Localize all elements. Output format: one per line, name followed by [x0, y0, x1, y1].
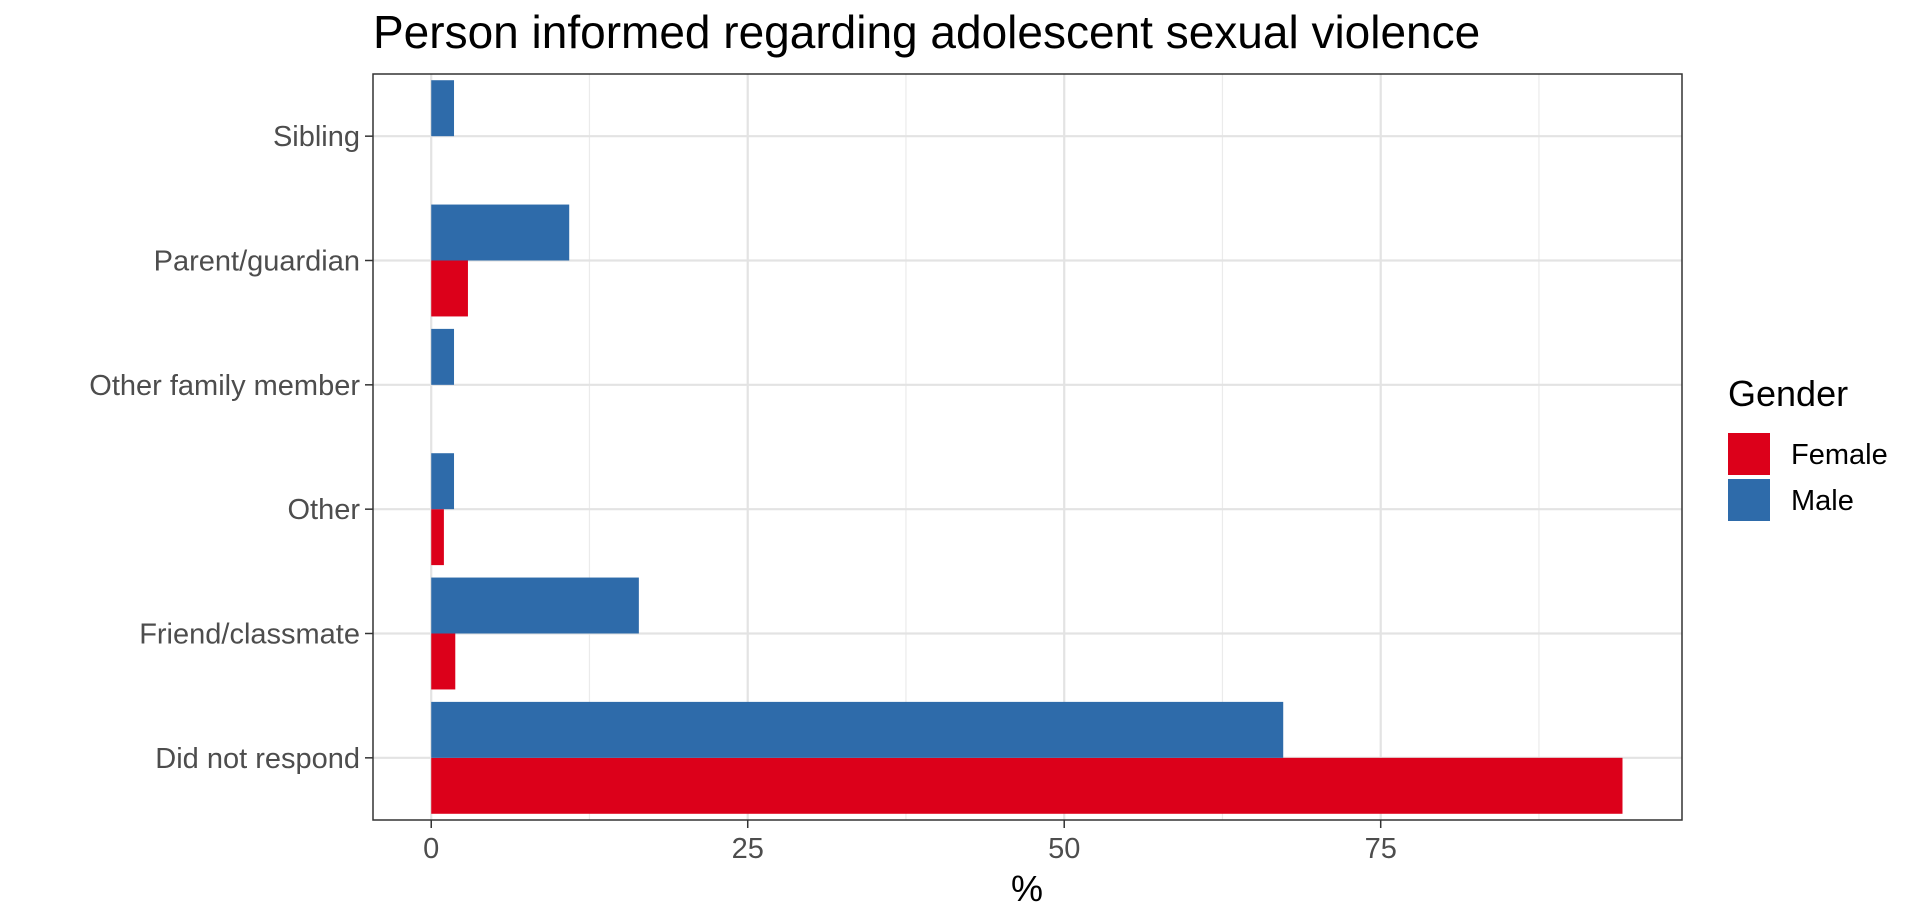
legend-key-male	[1728, 479, 1770, 521]
y-tick-label: Other	[287, 494, 360, 526]
y-tick-label: Parent/guardian	[154, 246, 360, 278]
y-tick-label: Sibling	[273, 121, 360, 153]
chart-title: Person informed regarding adolescent sex…	[373, 6, 1480, 58]
bar-male	[431, 328, 455, 385]
bar-male	[431, 577, 639, 634]
x-tick-label: 75	[1365, 833, 1397, 865]
x-tick-label: 50	[1048, 833, 1080, 865]
bar-female	[431, 633, 456, 690]
legend-label-male: Male	[1791, 485, 1854, 517]
legend-key-female	[1728, 433, 1770, 475]
y-axis: Did not respond Friend/classmate Other Othe…	[89, 121, 373, 775]
y-tick-label: Other family member	[89, 370, 360, 402]
y-tick-label: Did not respond	[155, 743, 360, 775]
bar-female	[431, 757, 1623, 814]
bar-male	[431, 80, 455, 137]
bars	[431, 80, 1623, 814]
bar-female	[431, 509, 444, 566]
legend-title: Gender	[1728, 373, 1848, 414]
legend: Gender Female Male	[1728, 373, 1888, 521]
bar-male	[431, 204, 570, 261]
y-tick-label: Friend/classmate	[139, 619, 360, 651]
x-tick-label: 0	[423, 833, 439, 865]
bar-male	[431, 701, 1284, 758]
legend-label-female: Female	[1791, 439, 1888, 471]
plot-border	[372, 73, 1683, 821]
x-tick-label: 25	[732, 833, 764, 865]
x-axis-title: %	[1011, 868, 1043, 909]
x-axis: 0 25 50 75	[423, 820, 1397, 865]
grid	[373, 74, 1682, 820]
bar-female	[431, 260, 468, 317]
bar-male	[431, 453, 455, 510]
